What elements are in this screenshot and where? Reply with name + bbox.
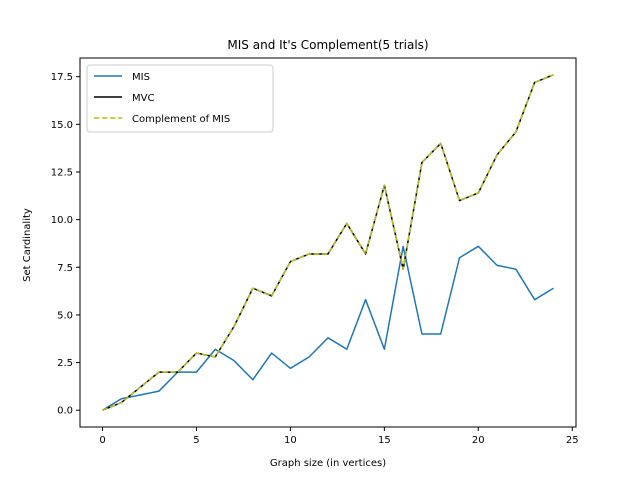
y-axis-ticks: 0.0 2.5 5.0 7.5 10.0 12.5 15.0 17.5 [51,72,80,417]
x-tick-label: 25 [566,435,579,446]
chart-title: MIS and It's Complement(5 trials) [227,38,428,52]
legend-box [86,64,274,133]
y-tick-label: 0.0 [57,406,73,417]
y-tick-label: 2.5 [57,358,73,369]
y-tick-label: 10.0 [51,215,73,226]
series-line-complement-of-mis [102,74,554,411]
x-tick-label: 10 [284,435,297,446]
legend-label: MIS [132,72,150,83]
legend-label: Complement of MIS [132,114,230,125]
legend-label: MVC [132,93,154,104]
x-axis-label: Graph size (in vertices) [270,458,386,469]
plot-area-frame [79,57,577,428]
x-tick-label: 15 [378,435,391,446]
y-tick-label: 7.5 [57,263,73,274]
y-axis-label: Set Cardinality [22,208,33,282]
series-layer [102,74,554,411]
y-tick-label: 12.5 [51,167,73,178]
x-tick-label: 0 [99,435,105,446]
y-tick-label: 17.5 [51,72,73,83]
x-axis-ticks: 0 5 10 15 20 25 [99,427,579,446]
legend: MIS MVC Complement of MIS [86,64,274,133]
y-tick-label: 5.0 [57,310,73,321]
x-tick-label: 20 [472,435,485,446]
x-tick-label: 5 [193,435,199,446]
y-tick-label: 15.0 [51,120,73,131]
